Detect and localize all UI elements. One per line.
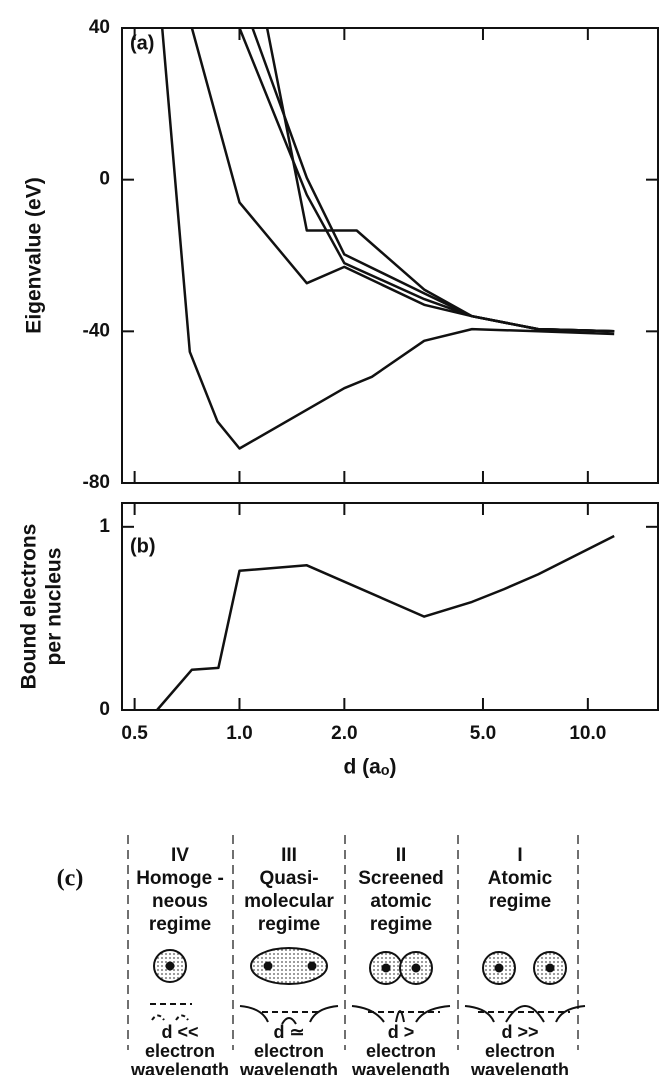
- separators: [127, 835, 579, 1050]
- regime-title: regime: [149, 914, 211, 935]
- plot-frame: [121, 27, 659, 484]
- line-series: [251, 27, 615, 333]
- x-tick-label: 0.5: [121, 723, 148, 744]
- regime-numeral: IV: [171, 845, 189, 866]
- regime-condition: wavelength: [239, 1060, 338, 1075]
- line-series: [156, 534, 615, 711]
- x-tick-label: 1.0: [226, 723, 252, 744]
- regime-numeral: III: [281, 845, 297, 866]
- diagram: [127, 835, 586, 1050]
- plot-frame: [121, 502, 659, 711]
- regime-title: regime: [370, 914, 432, 935]
- y-tick-label: 0: [99, 699, 110, 720]
- regime-condition: wavelength: [470, 1060, 569, 1075]
- regime-condition: d <<: [161, 1022, 198, 1042]
- regime-title: Screened: [358, 868, 444, 889]
- regime-condition: electron: [145, 1041, 215, 1061]
- regime-condition: wavelength: [130, 1060, 229, 1075]
- regime-condition: electron: [485, 1041, 555, 1061]
- regime-condition: wavelength: [351, 1060, 450, 1075]
- line-series: [190, 27, 615, 333]
- regime-numeral: I: [517, 845, 522, 866]
- regime-title: neous: [152, 891, 208, 912]
- potential-wells: [150, 1003, 586, 1025]
- y-tick-label: 0: [99, 169, 110, 190]
- y-tick-label: 1: [99, 516, 110, 537]
- panel-label: (a): [130, 32, 154, 54]
- y-axis-label: per nucleus: [43, 548, 66, 666]
- x-tick-label: 2.0: [331, 723, 357, 744]
- line-series: [265, 27, 615, 333]
- regime-condition: d >>: [501, 1022, 538, 1042]
- regime-title: Quasi-: [259, 868, 318, 889]
- y-tick-label: -40: [83, 320, 110, 341]
- y-tick-label: 40: [89, 17, 110, 38]
- y-axis-label: Eigenvalue (eV): [23, 177, 46, 333]
- regime-numeral: II: [396, 845, 407, 866]
- panel-label: (c): [57, 866, 84, 892]
- line-series: [160, 27, 615, 450]
- panel-label: (b): [130, 535, 156, 557]
- x-axis-label: d (aₒ): [344, 756, 397, 779]
- regime-title: Homoge -: [136, 868, 224, 889]
- y-tick-label: -80: [83, 472, 110, 493]
- y-axis-label: Bound electrons: [18, 524, 41, 690]
- icons: [153, 947, 567, 985]
- regime-title: regime: [258, 914, 320, 935]
- regime-title: atomic: [370, 891, 432, 912]
- x-tick-label: 5.0: [470, 723, 496, 744]
- regime-title: Atomic: [488, 868, 553, 889]
- regime-condition: electron: [254, 1041, 324, 1061]
- regime-condition: d >: [388, 1022, 415, 1042]
- regime-title: regime: [489, 891, 551, 912]
- regime-condition: d ≃: [273, 1022, 304, 1042]
- regime-condition: electron: [366, 1041, 436, 1061]
- x-tick-label: 10.0: [569, 723, 606, 744]
- regime-title: molecular: [244, 891, 334, 912]
